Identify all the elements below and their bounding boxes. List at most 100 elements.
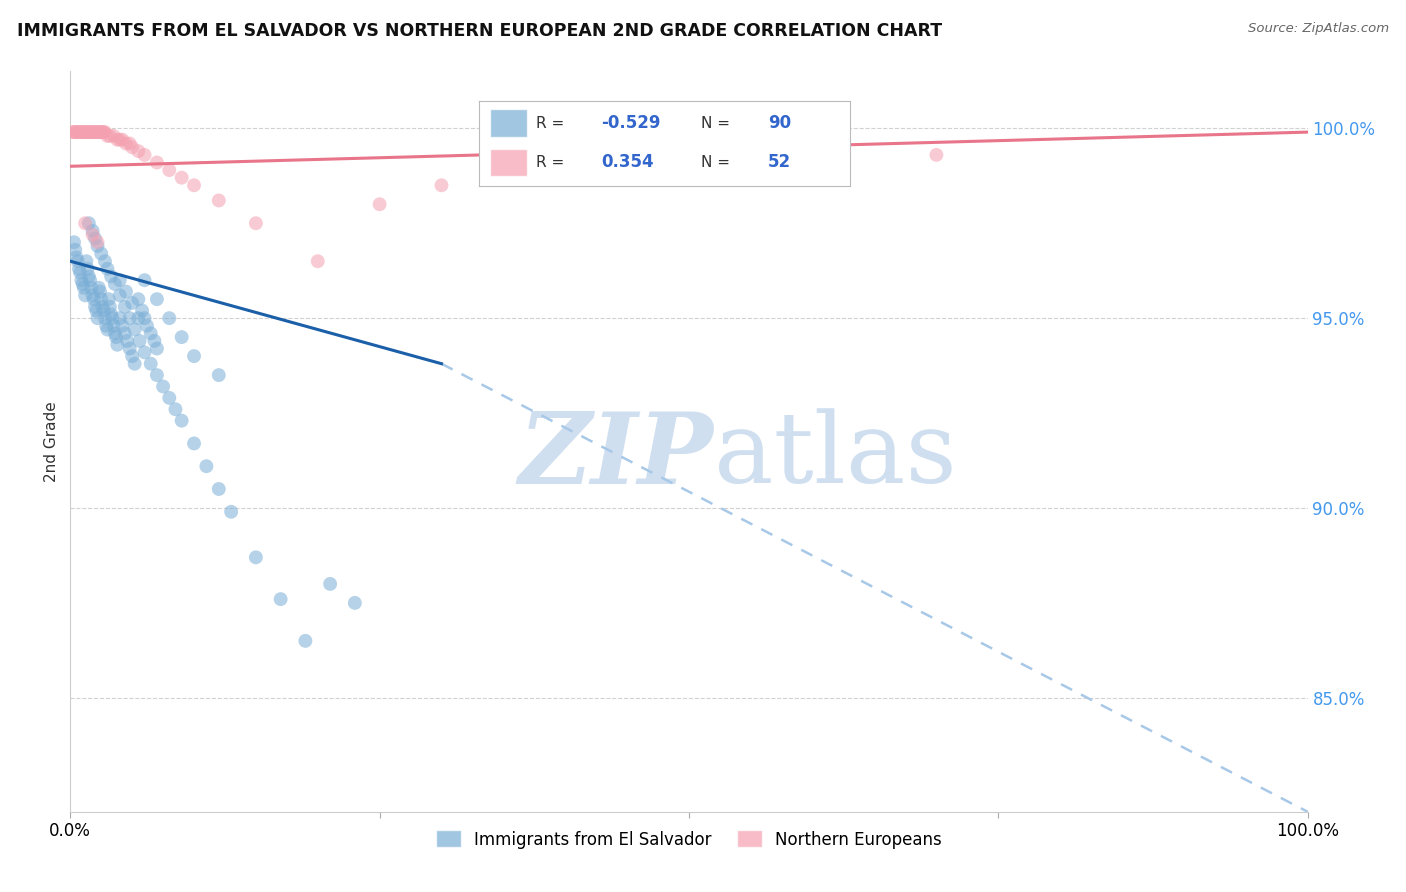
Point <box>66 254 89 268</box>
Point <box>65 125 87 139</box>
Point <box>127 292 149 306</box>
Point <box>183 178 205 193</box>
Point <box>124 357 146 371</box>
Point <box>65 125 87 139</box>
Point <box>90 125 112 139</box>
Point <box>84 125 107 139</box>
Point <box>84 125 107 139</box>
Point <box>105 330 128 344</box>
Point <box>219 505 242 519</box>
Point <box>67 125 90 139</box>
Point <box>75 216 97 230</box>
Point <box>72 125 94 139</box>
Point <box>208 482 231 496</box>
Point <box>319 577 342 591</box>
Point <box>96 128 118 143</box>
Point <box>80 125 103 139</box>
Point <box>84 303 107 318</box>
Point <box>103 128 125 143</box>
Point <box>75 254 97 268</box>
Point <box>157 311 180 326</box>
Point <box>157 391 180 405</box>
Point <box>118 311 141 326</box>
Point <box>115 285 138 299</box>
Point <box>100 307 122 321</box>
Point <box>84 300 107 314</box>
Point <box>134 148 156 162</box>
Point <box>86 125 108 139</box>
Point <box>75 125 97 139</box>
Point <box>84 231 107 245</box>
Point <box>111 318 134 333</box>
Point <box>183 349 205 363</box>
Point <box>343 596 366 610</box>
Point <box>245 216 267 230</box>
Point <box>73 281 96 295</box>
Point <box>105 133 128 147</box>
Point <box>86 239 108 253</box>
Point <box>96 261 118 276</box>
Point <box>208 194 231 208</box>
Point <box>65 243 87 257</box>
Point <box>76 261 98 276</box>
Point <box>96 322 118 336</box>
Point <box>91 125 114 139</box>
Point <box>82 125 104 139</box>
Y-axis label: 2nd Grade: 2nd Grade <box>44 401 59 482</box>
Point <box>101 311 124 326</box>
Point <box>165 402 187 417</box>
Point <box>67 261 90 276</box>
Point <box>97 292 120 306</box>
Point <box>146 368 169 383</box>
Point <box>170 414 193 428</box>
Point <box>70 125 93 139</box>
Point <box>146 342 169 356</box>
Point <box>270 592 292 607</box>
Point <box>87 125 110 139</box>
Point <box>124 322 146 336</box>
Point <box>134 273 156 287</box>
Point <box>63 235 86 250</box>
Point <box>157 163 180 178</box>
Point <box>108 311 131 326</box>
Point <box>83 125 105 139</box>
Point <box>108 288 131 302</box>
Point <box>134 345 156 359</box>
Point <box>294 633 316 648</box>
Point <box>82 288 104 302</box>
Point <box>118 342 141 356</box>
Point <box>208 368 231 383</box>
Point <box>121 140 143 154</box>
Point <box>93 303 115 318</box>
Point <box>82 227 104 242</box>
Point <box>127 144 149 158</box>
Point <box>65 251 87 265</box>
Point <box>80 281 103 295</box>
Point <box>73 125 96 139</box>
Point <box>108 273 131 287</box>
Point <box>62 125 84 139</box>
Point <box>143 334 166 348</box>
Point <box>121 349 143 363</box>
Point <box>96 318 118 333</box>
Point <box>89 125 111 139</box>
Point <box>115 136 138 151</box>
Point <box>111 133 134 147</box>
Point <box>134 311 156 326</box>
Point <box>139 326 162 341</box>
Point <box>108 133 131 147</box>
Point <box>152 379 174 393</box>
Point <box>136 318 159 333</box>
Point <box>678 159 700 173</box>
Point <box>86 311 108 326</box>
Point <box>87 281 110 295</box>
Point <box>69 266 91 280</box>
Point <box>114 326 136 341</box>
Point <box>430 178 453 193</box>
Point <box>79 273 101 287</box>
Text: atlas: atlas <box>714 409 956 504</box>
Text: IMMIGRANTS FROM EL SALVADOR VS NORTHERN EUROPEAN 2ND GRADE CORRELATION CHART: IMMIGRANTS FROM EL SALVADOR VS NORTHERN … <box>17 22 942 40</box>
Point <box>100 269 122 284</box>
Text: ZIP: ZIP <box>519 409 714 505</box>
Point <box>66 125 89 139</box>
